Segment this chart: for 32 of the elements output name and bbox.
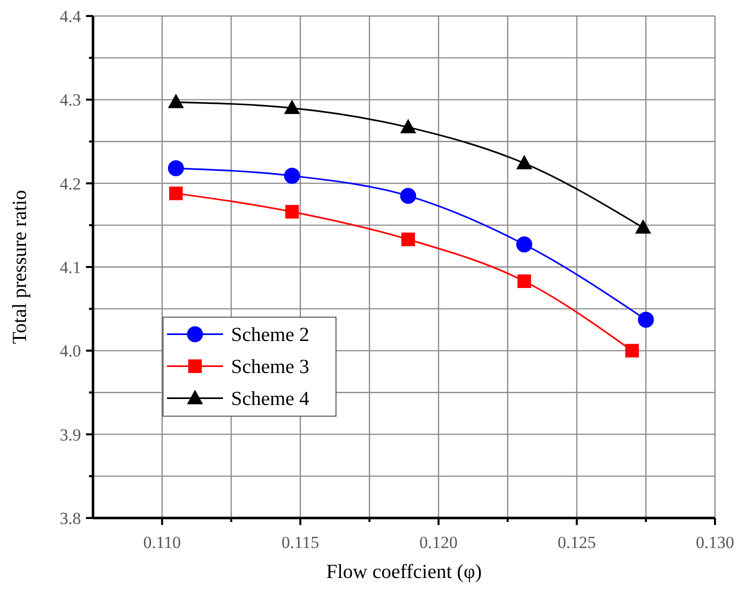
point: [284, 168, 300, 184]
point: [400, 118, 416, 134]
x-tick-label: 0.110: [143, 533, 181, 552]
y-tick-label: 4.4: [60, 6, 82, 26]
legend-label: Scheme 2: [231, 324, 310, 346]
x-tick-label: 0.120: [419, 533, 458, 552]
point: [284, 100, 300, 114]
y-tick-label: 4.2: [60, 174, 81, 194]
point: [168, 160, 184, 176]
point: [517, 274, 532, 288]
x-tick-label: 0.115: [282, 533, 320, 552]
x-tick-label: 0.130: [696, 533, 734, 552]
y-tick-label: 3.8: [60, 508, 81, 528]
x-tick-label: 0.125: [558, 533, 596, 552]
y-axis-title: Total pressure ratio: [9, 190, 31, 344]
legend-label: Scheme 4: [231, 388, 310, 410]
legend-label: Scheme 3: [231, 356, 310, 378]
point: [400, 188, 416, 204]
point: [635, 219, 652, 234]
point: [285, 204, 299, 219]
point: [169, 186, 183, 200]
point: [401, 232, 415, 246]
point: [516, 236, 532, 252]
point: [625, 344, 639, 358]
y-tick-label: 4.0: [60, 342, 81, 361]
point: [168, 94, 184, 108]
y-tick-label: 4.3: [60, 90, 81, 110]
point: [638, 312, 654, 328]
y-tick-label: 4.1: [60, 258, 81, 277]
y-tick-label: 3.9: [60, 425, 81, 444]
point: [516, 154, 532, 170]
x-axis-title: Flow coeffcient (φ): [326, 561, 482, 583]
